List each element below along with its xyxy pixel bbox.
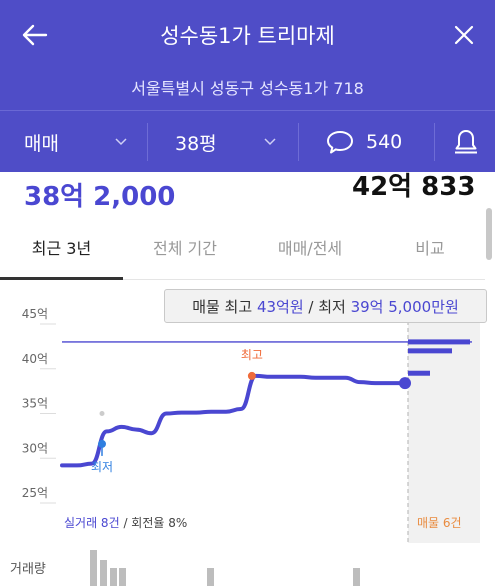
- listing-bar: [408, 370, 430, 376]
- tab-recent-3y[interactable]: 최근 3년: [31, 239, 92, 258]
- trade-type-dropdown[interactable]: 매매: [24, 111, 139, 173]
- min-price-point: [98, 439, 106, 448]
- volume-label: 거래량: [10, 562, 46, 577]
- hover-dot: [99, 411, 105, 416]
- divider: [298, 123, 299, 161]
- price-series-line: [60, 373, 407, 468]
- app-header: 성수동1가 트리마제 서울특별시 성동구 성수동1가 718: [0, 0, 495, 110]
- chevron-down-icon: [264, 138, 276, 146]
- bell-icon: [455, 130, 477, 154]
- y-tick-label: 30억: [22, 441, 48, 455]
- max-price-point: [247, 371, 256, 380]
- tab-sale-jeonse[interactable]: 매매/전세: [277, 239, 343, 258]
- price-other: 42억 833: [352, 172, 476, 202]
- volume-bar: [207, 568, 214, 586]
- transaction-count: 실거래 8건: [64, 516, 120, 530]
- max-price-label: 최고: [241, 348, 263, 362]
- close-icon[interactable]: [447, 18, 481, 52]
- tab-compare[interactable]: 비교: [415, 239, 445, 258]
- y-tick-label: 45억: [22, 307, 48, 321]
- price-current: 38억 2,000: [24, 182, 176, 212]
- tooltip-sep: / 최저: [303, 297, 351, 316]
- back-arrow-icon[interactable]: [18, 18, 52, 52]
- chevron-down-icon: [115, 138, 127, 146]
- volume-bar: [110, 568, 117, 586]
- min-price-label: 최저: [91, 460, 113, 474]
- period-tabs: 최근 3년 전체 기간 매매/전세 비교: [0, 230, 485, 280]
- y-tick-label: 35억: [22, 397, 48, 411]
- listing-area: [408, 313, 480, 543]
- y-tick-label: 25억: [22, 486, 48, 500]
- transaction-legend: 실거래 8건 / 회전율 8%: [64, 514, 187, 531]
- tooltip-min: 39억 5,000만원: [350, 297, 459, 316]
- volume-bar: [353, 568, 360, 586]
- trade-type-label: 매매: [24, 132, 59, 155]
- address-text: 서울특별시 성동구 성수동1가 718: [131, 79, 364, 98]
- tab-all-period[interactable]: 전체 기간: [153, 239, 217, 258]
- listing-count: 매물 6건: [417, 516, 462, 530]
- active-tab-indicator: [0, 277, 123, 280]
- listing-bar: [408, 348, 452, 354]
- volume-bar: [119, 568, 126, 586]
- volume-bar: [100, 560, 107, 586]
- speech-bubble-icon: [327, 131, 353, 154]
- tooltip-max: 43억원: [256, 297, 304, 316]
- listing-bar: [408, 339, 470, 345]
- comment-count: 540: [366, 131, 403, 153]
- area-label: 38평: [175, 132, 217, 155]
- notification-button[interactable]: [453, 111, 483, 173]
- current-price-point: [399, 377, 411, 390]
- divider: [147, 123, 148, 161]
- page-title: 성수동1가 트리마제: [160, 24, 335, 48]
- volume-bar: [90, 550, 97, 586]
- tooltip-prefix: 매물 최고: [192, 297, 257, 316]
- listing-tooltip: 매물 최고 43억원 / 최저 39억 5,000만원: [164, 289, 487, 323]
- comments-button[interactable]: 540: [326, 111, 421, 173]
- filter-bar: 매매 38평 540: [0, 110, 495, 172]
- scrollbar[interactable]: [486, 208, 492, 260]
- area-dropdown[interactable]: 38평: [175, 111, 295, 173]
- y-tick-label: 40억: [22, 352, 48, 366]
- divider: [434, 123, 435, 161]
- turnover-rate: / 회전율 8%: [119, 516, 188, 530]
